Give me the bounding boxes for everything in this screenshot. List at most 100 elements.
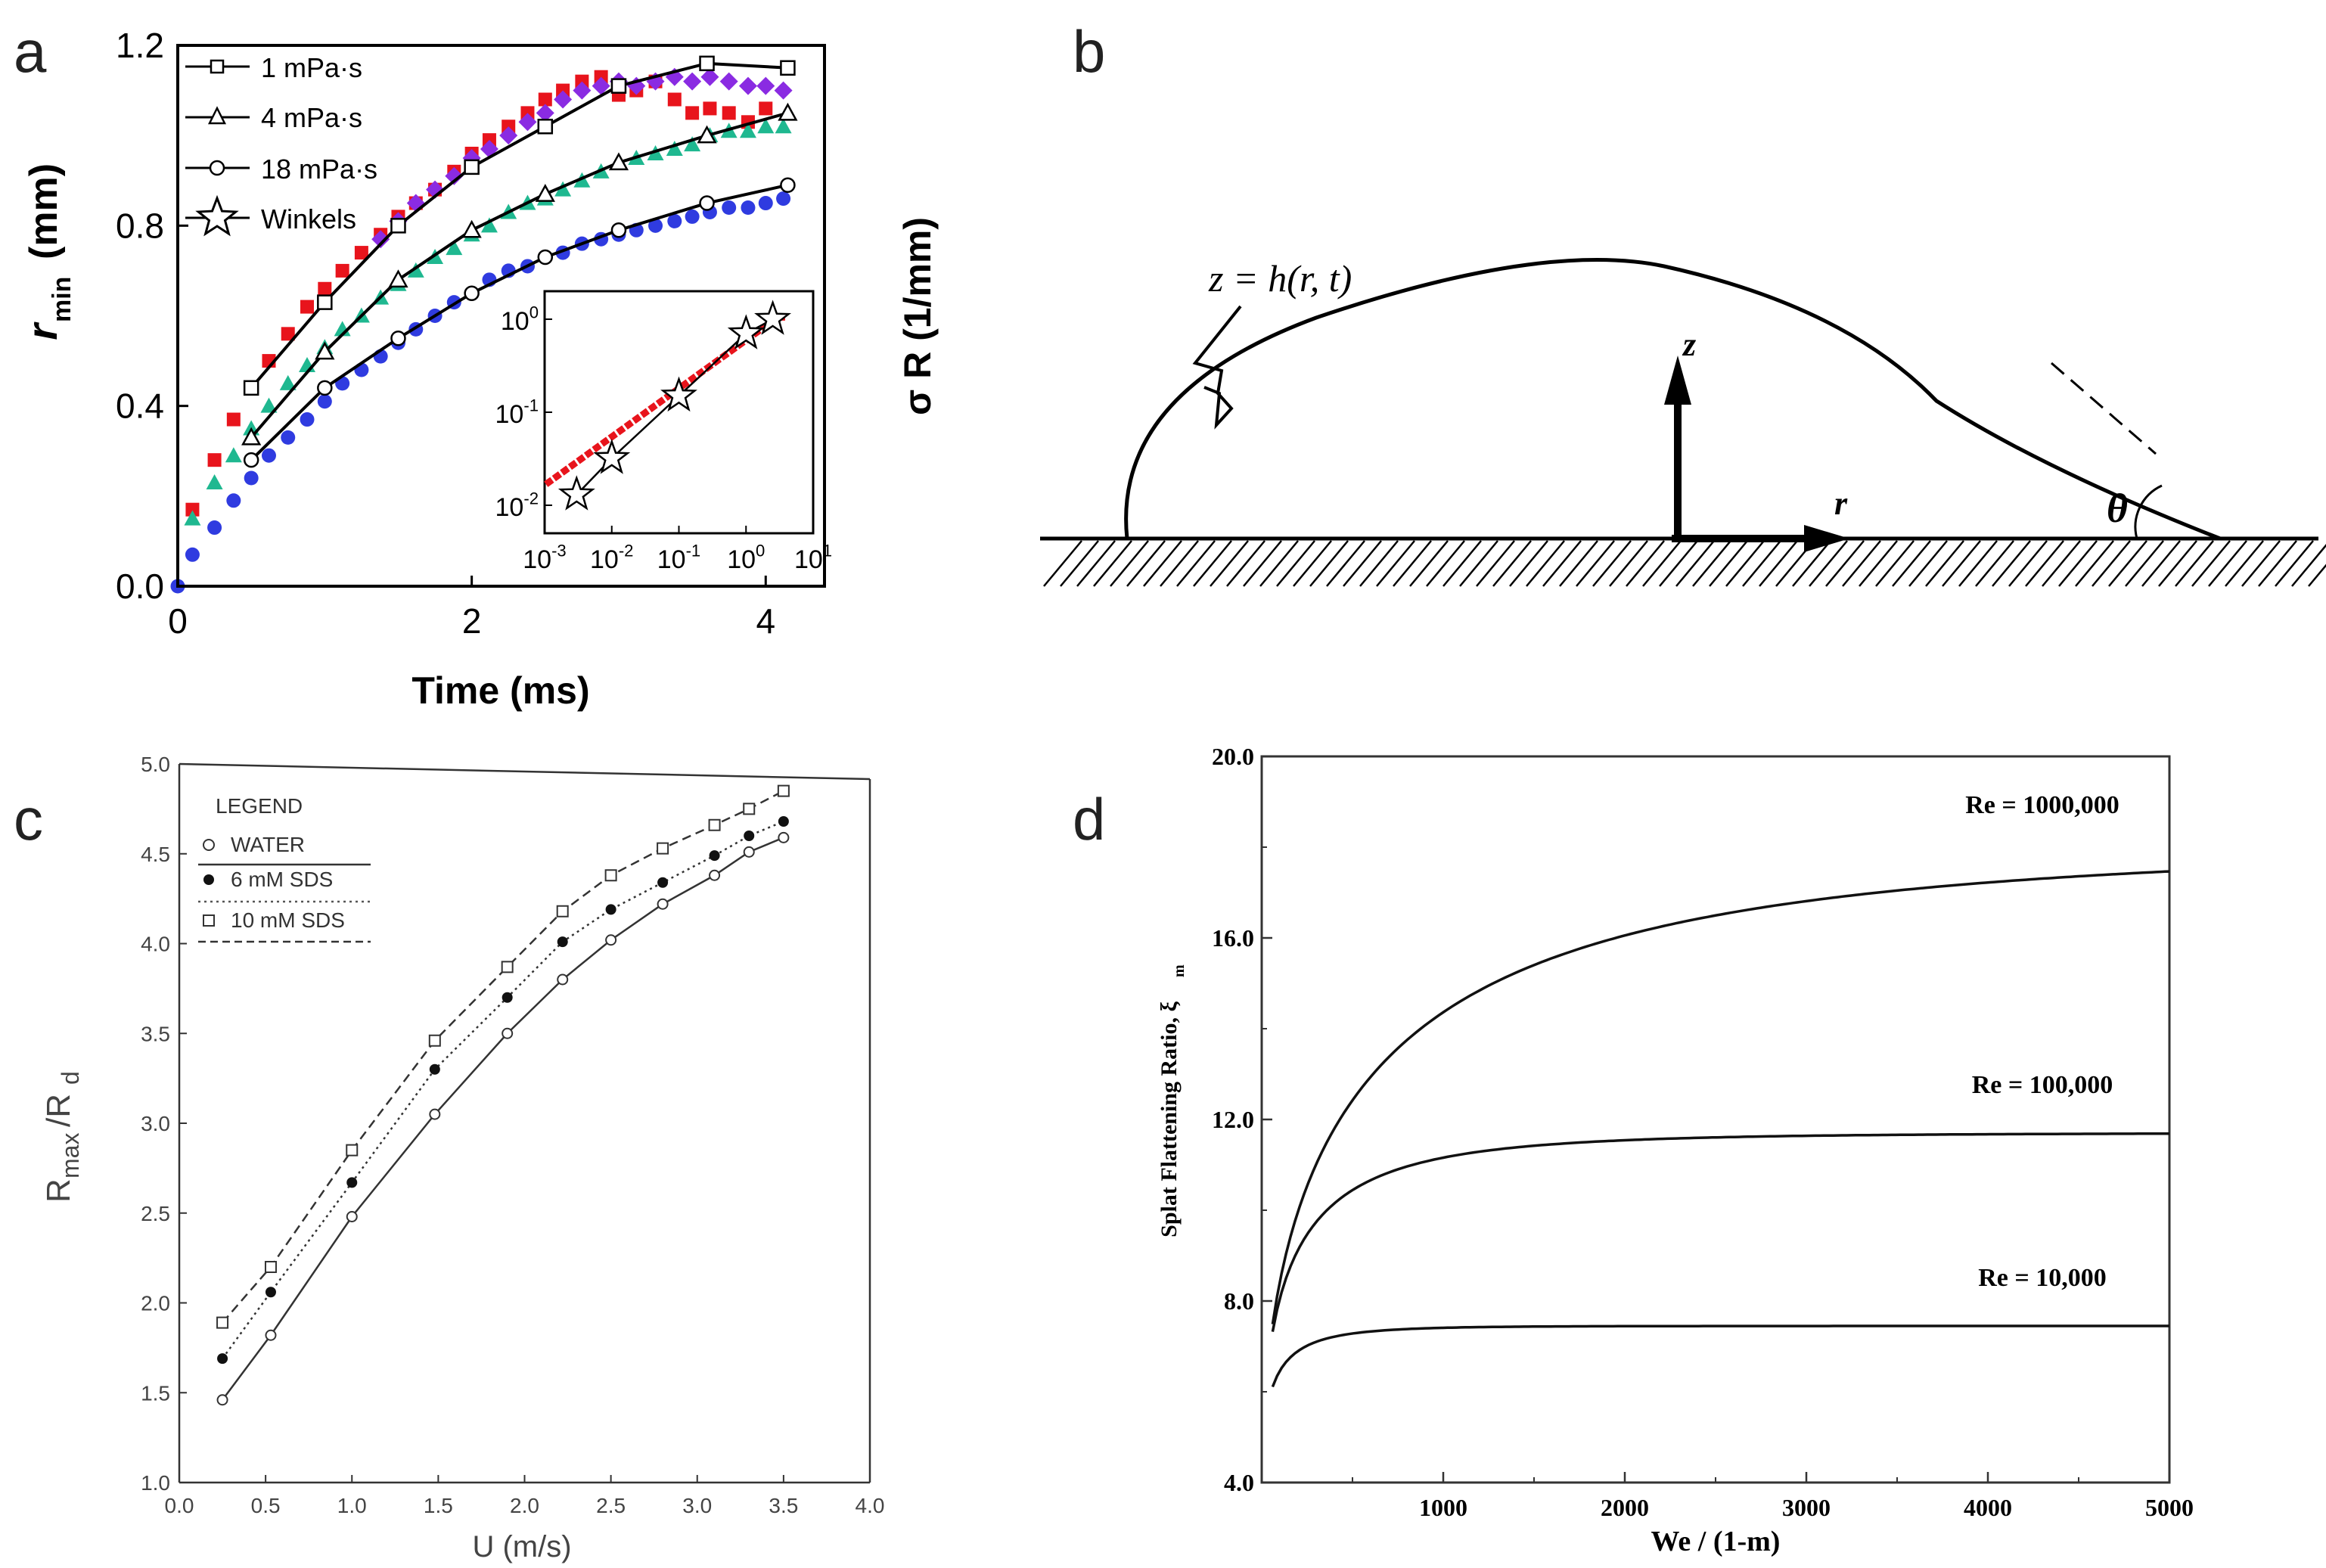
substrate-hatch	[1043, 540, 2326, 587]
hatch-line	[1293, 540, 1332, 587]
chart-a-exp-point	[185, 502, 200, 517]
hatch-line	[1126, 540, 1166, 587]
chart-a-exp-point	[300, 412, 315, 427]
chart-d: 1000 2000 3000 4000 5000 4.0 8.0 12.0 16.0 20.0 R…	[1157, 743, 2194, 1557]
hatch-line	[1692, 540, 1731, 587]
chart-a-exp-point	[573, 81, 592, 100]
chart-a-exp-point	[407, 262, 424, 278]
chart-c-point	[778, 831, 790, 843]
chart-a-frame	[176, 44, 826, 588]
chart-c-ytick-label: 1.5	[141, 1381, 170, 1405]
svg-text:d: d	[57, 1071, 84, 1085]
chart-c-legend-3: 10 mM SDS	[231, 908, 345, 932]
chart-c-ytick-label: 2.0	[141, 1292, 170, 1315]
chart-c-xtick-label: 3.0	[682, 1494, 712, 1517]
hatch-line	[1259, 540, 1299, 587]
hatch-line	[1626, 540, 1665, 587]
chart-a-exp-point	[666, 141, 683, 157]
chart-d-ytick-label: 8.0	[1224, 1287, 1254, 1315]
chart-d-xlabel: We / (1-m)	[1651, 1526, 1781, 1557]
chart-c-point	[777, 784, 790, 797]
hatch-line	[1908, 540, 1948, 587]
chart-c-point	[217, 1353, 228, 1365]
panel-letter-b: b	[1073, 18, 1105, 85]
chart-a-exp-point	[499, 126, 518, 145]
inset-ytick-label: 100	[501, 303, 539, 336]
hatch-line	[1892, 540, 1931, 587]
chart-c-topaxis	[179, 762, 871, 781]
hatch-line	[1492, 540, 1532, 587]
chart-c-point	[557, 973, 569, 986]
chart-a-model-point	[390, 331, 406, 346]
hatch-line	[2008, 540, 2048, 587]
chart-c-point	[605, 904, 616, 915]
r-axis-label: r	[1834, 485, 1848, 522]
chart-a-exp-point	[741, 200, 756, 215]
inset-frame	[543, 290, 815, 535]
hatch-line	[2125, 540, 2164, 587]
chart-d-ytick-label: 20.0	[1212, 743, 1254, 770]
svg-text:m: m	[1171, 964, 1188, 977]
chart-a-ylabel-right: σ R (1/mm)	[896, 217, 939, 415]
hatch-line	[2258, 540, 2297, 587]
chart-c-point	[502, 1027, 514, 1039]
chart-c-point	[429, 1063, 440, 1075]
chart-a-exp-point	[756, 76, 775, 95]
hatch-line	[2092, 540, 2131, 587]
hatch-line	[1143, 540, 1182, 587]
hatch-line	[2141, 540, 2181, 587]
chart-a-exp-point	[685, 209, 700, 224]
inset-star-point	[660, 376, 697, 412]
hatch-line	[1859, 540, 1898, 587]
chart-c-ytick-label: 4.5	[141, 843, 170, 866]
chart-a-legend-2: 4 mPa·s	[261, 102, 362, 133]
chart-a-series-line	[250, 183, 788, 461]
chart-a-model-point	[699, 195, 715, 211]
chart-a-exp-point	[667, 92, 682, 107]
legend-star-marker	[195, 194, 239, 237]
chart-a-exp-point	[281, 327, 295, 341]
hatch-line	[1393, 540, 1432, 587]
hatch-line	[1526, 540, 1565, 587]
hatch-line	[1076, 540, 1116, 587]
chart-a-ytick-label: 1.2	[116, 26, 164, 65]
chart-a-model-point	[461, 219, 482, 238]
chart-c-point	[604, 869, 617, 882]
chart-c-legend: LEGEND WATER 6 mM SDS 10 mM SDS	[198, 794, 371, 943]
hatch-line	[1043, 540, 1082, 587]
hatch-line	[1442, 540, 1482, 587]
r-arrow-head	[1804, 525, 1849, 552]
inset-xtick-label: 100	[727, 542, 765, 574]
chart-a-exp-point	[700, 67, 719, 86]
hatch-line	[1210, 540, 1249, 587]
chart-c-ylabel: R max /R d	[40, 1071, 84, 1203]
chart-c-legend-1: WATER	[231, 833, 305, 856]
hatch-line	[1759, 540, 1798, 587]
svg-text:/R: /R	[40, 1094, 77, 1127]
chart-c-point	[216, 1394, 228, 1406]
hatch-line	[1742, 540, 1781, 587]
hatch-line	[2225, 540, 2264, 587]
chart-a-exp-point	[775, 118, 792, 134]
chart-a-inset: 10-3 10-2 10-1 100 101 10-2 10-1 100	[495, 290, 832, 574]
svg-text:max: max	[57, 1133, 84, 1178]
contact-angle-arc	[2134, 484, 2163, 539]
chart-c-ytick-label: 3.5	[141, 1022, 170, 1045]
chart-a-exp-point	[261, 448, 276, 463]
chart-a-legend: 1 mPa·s 4 mPa·s 18 mPa·s Winkels	[185, 52, 377, 237]
hatch-line	[1958, 540, 1998, 587]
legend-square-marker	[210, 59, 225, 74]
chart-d-ytick-label: 4.0	[1224, 1469, 1254, 1496]
chart-a-ytick-label: 0.8	[116, 206, 164, 245]
chart-d-series-label: Re = 100,000	[1972, 1071, 2113, 1099]
chart-d-ytick-label: 12.0	[1212, 1106, 1254, 1133]
chart-a-exp-point	[648, 218, 663, 233]
svg-text:min: min	[48, 277, 76, 322]
chart-a-exp-point	[667, 213, 682, 228]
chart-a-model-point	[464, 159, 480, 175]
hatch-line	[2241, 540, 2281, 587]
hatch-line	[1942, 540, 1981, 587]
hatch-line	[1426, 540, 1465, 587]
chart-a-exp-point	[260, 397, 278, 413]
chart-a-ylabel: r min (mm)	[18, 163, 76, 340]
